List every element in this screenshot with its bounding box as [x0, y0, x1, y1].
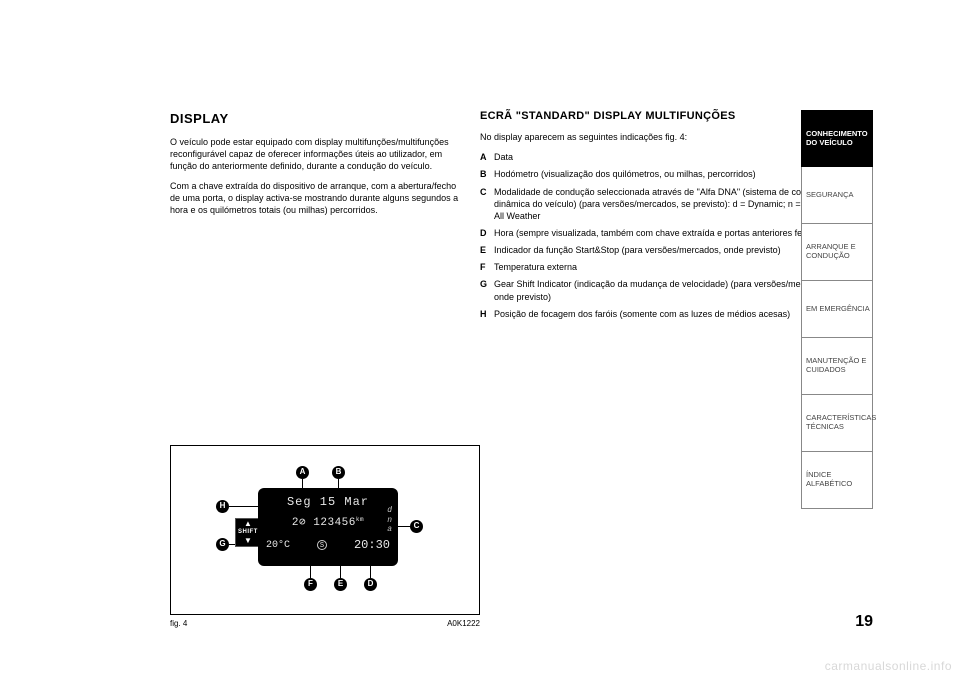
list-item: C Modalidade de condução seleccionada at…	[480, 186, 852, 222]
tab-arranque[interactable]: ARRANQUE E CONDUÇÃO	[801, 224, 873, 281]
watermark: carmanualsonline.info	[825, 659, 952, 673]
callout-B: B	[332, 466, 345, 479]
screen-odometer: 2⊘ 123456km	[266, 516, 390, 531]
heading-standard-display: ECRÃ "STANDARD" DISPLAY MULTIFUNÇÕES	[480, 110, 852, 123]
tab-manutencao[interactable]: MANUTENÇÃO E CUIDADOS	[801, 338, 873, 395]
item-text: Indicador da função Start&Stop (para ver…	[494, 244, 852, 256]
screen-bottom-row: 20°C S 20:30	[266, 537, 390, 553]
odo-value: 123456	[313, 517, 356, 529]
list-item: D Hora (sempre visualizada, também com c…	[480, 227, 852, 239]
dna-a: a	[387, 525, 392, 535]
item-letter: D	[480, 227, 494, 239]
list-item: E Indicador da função Start&Stop (para v…	[480, 244, 852, 256]
item-text: Temperatura externa	[494, 261, 852, 273]
callout-line	[340, 566, 341, 578]
odo-unit: km	[356, 516, 364, 523]
item-text: Posição de focagem dos faróis (somente c…	[494, 308, 852, 320]
item-text: Hodómetro (visualização dos quilómetros,…	[494, 168, 852, 180]
dna-indicator: d n a	[387, 506, 392, 535]
item-letter: F	[480, 261, 494, 273]
figure-caption: fig. 4 A0K1222	[170, 619, 480, 630]
column-left: DISPLAY O veículo pode estar equipado co…	[170, 110, 480, 630]
screen-temp: 20°C	[266, 539, 290, 553]
item-text: Gear Shift Indicator (indicação da mudan…	[494, 278, 852, 302]
list-item: F Temperatura externa	[480, 261, 852, 273]
multifunction-screen: Seg 15 Mar 2⊘ 123456km 20°C S 20:30 d	[258, 488, 398, 566]
item-letter: B	[480, 168, 494, 180]
odo-prefix: 2	[292, 517, 299, 529]
callout-line	[310, 566, 311, 578]
tab-indice[interactable]: ÍNDICE ALFABÉTICO	[801, 452, 873, 509]
item-letter: C	[480, 186, 494, 222]
item-letter: G	[480, 278, 494, 302]
callout-E: E	[334, 578, 347, 591]
gear-shift-indicator: ▲ SHIFT ▼	[235, 518, 261, 547]
dna-d: d	[387, 506, 392, 516]
headlamp-icon: ⊘	[299, 517, 306, 529]
callout-C: C	[410, 520, 423, 533]
tab-caracteristicas[interactable]: CARACTERÍSTICAS TÉCNICAS	[801, 395, 873, 452]
dna-n: n	[387, 516, 392, 526]
callout-line	[398, 526, 410, 527]
paragraph: O veículo pode estar equipado com displa…	[170, 136, 462, 172]
item-letter: E	[480, 244, 494, 256]
figure-4: A B H G C D E F	[170, 445, 480, 630]
heading-display: DISPLAY	[170, 110, 462, 128]
manual-page: DISPLAY O veículo pode estar equipado co…	[170, 110, 870, 630]
paragraph: Com a chave extraída do dispositivo de a…	[170, 180, 462, 216]
callout-D: D	[364, 578, 377, 591]
figure-label: fig. 4	[170, 619, 187, 630]
list-item: B Hodómetro (visualização dos quilómetro…	[480, 168, 852, 180]
screen-clock: 20:30	[354, 537, 390, 553]
item-letter: H	[480, 308, 494, 320]
tab-seguranca[interactable]: SEGURANÇA	[801, 167, 873, 224]
tab-conhecimento[interactable]: CONHECIMENTO DO VEÍCULO	[801, 110, 873, 167]
list-item: H Posição de focagem dos faróis (somente…	[480, 308, 852, 320]
figure-code: A0K1222	[447, 619, 480, 630]
item-text: Data	[494, 151, 852, 163]
tab-emergencia[interactable]: EM EMERGÊNCIA	[801, 281, 873, 338]
item-text: Hora (sempre visualizada, também com cha…	[494, 227, 852, 239]
section-tabs: CONHECIMENTO DO VEÍCULO SEGURANÇA ARRANQ…	[801, 110, 873, 509]
figure-frame: A B H G C D E F	[170, 445, 480, 615]
screen-date: Seg 15 Mar	[266, 494, 390, 510]
callout-G: G	[216, 538, 229, 551]
item-letter: A	[480, 151, 494, 163]
shift-up-icon: ▲	[238, 520, 258, 528]
page-number: 19	[855, 613, 873, 631]
intro-text: No display aparecem as seguintes indicaç…	[480, 131, 852, 143]
display-unit-diagram: A B H G C D E F	[210, 460, 440, 600]
start-stop-icon: S	[317, 540, 327, 550]
callout-H: H	[216, 500, 229, 513]
callout-line	[370, 566, 371, 578]
callout-A: A	[296, 466, 309, 479]
item-text: Modalidade de condução seleccionada atra…	[494, 186, 852, 222]
list-item: A Data	[480, 151, 852, 163]
callout-F: F	[304, 578, 317, 591]
list-item: G Gear Shift Indicator (indicação da mud…	[480, 278, 852, 302]
shift-down-icon: ▼	[238, 537, 258, 545]
